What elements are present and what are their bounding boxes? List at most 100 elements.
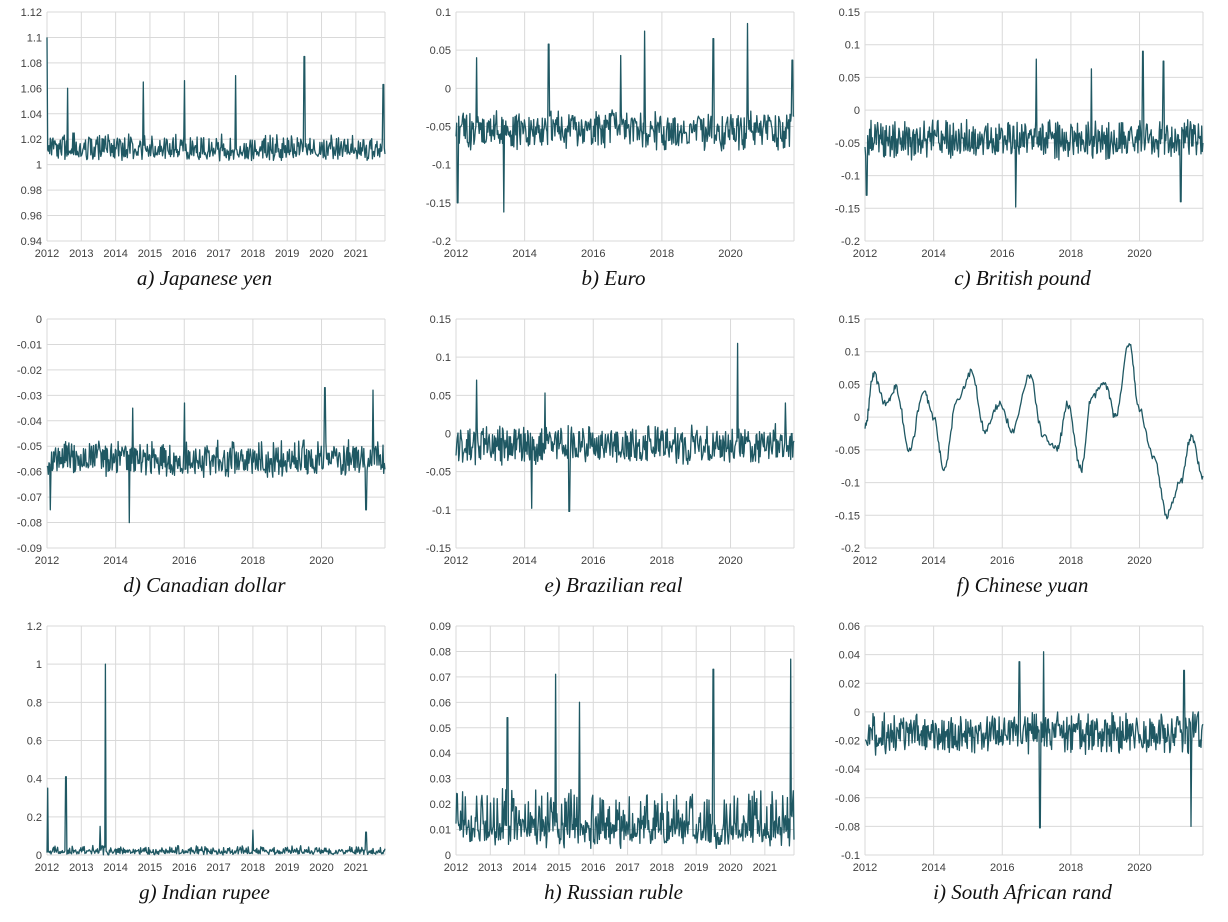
chart-caption: f) Chinese yuan (956, 573, 1089, 597)
chart-caption: a) Japanese yen (136, 266, 273, 290)
x-tick-label: 2019 (275, 248, 299, 260)
y-tick-label: 0.6 (27, 736, 42, 748)
x-tick-label: 2016 (172, 248, 196, 260)
x-tick-label: 2018 (241, 862, 265, 874)
x-tick-label: 2020 (309, 555, 333, 567)
y-tick-label: 0.08 (430, 646, 451, 658)
series-line (46, 663, 386, 856)
x-tick-label: 2016 (581, 555, 605, 567)
y-tick-label: -0.2 (432, 236, 451, 248)
y-tick-label: 0.06 (430, 697, 451, 709)
y-tick-label: 1.12 (21, 7, 42, 19)
y-tick-label: -0.09 (17, 543, 42, 555)
x-tick-label: 2014 (512, 555, 536, 567)
x-tick-label: 2012 (444, 248, 468, 260)
y-tick-label: 1 (36, 160, 42, 172)
x-tick-label: 2012 (35, 862, 59, 874)
y-tick-label: 0.02 (839, 678, 860, 690)
y-tick-label: 0.8 (27, 697, 42, 709)
y-tick-label: 1.02 (21, 134, 42, 146)
y-tick-label: 0.09 (430, 621, 451, 633)
x-tick-label: 2019 (275, 862, 299, 874)
y-tick-label: 0 (445, 429, 451, 441)
series-line (455, 22, 795, 213)
y-tick-label: 1.08 (21, 58, 42, 70)
x-tick-label: 2014 (103, 862, 127, 874)
x-tick-label: 2019 (684, 862, 708, 874)
x-tick-label: 2018 (650, 862, 674, 874)
y-tick-label: -0.05 (835, 445, 860, 457)
x-tick-label: 2017 (206, 862, 230, 874)
x-tick-label: 2018 (1059, 862, 1083, 874)
x-tick-label: 2018 (1059, 248, 1083, 260)
y-tick-label: 0.96 (21, 211, 42, 223)
y-tick-label: 0.1 (845, 347, 860, 359)
y-tick-label: 0.4 (27, 774, 42, 786)
y-tick-label: -0.1 (432, 160, 451, 172)
series-line (455, 658, 795, 850)
y-tick-label: 0.07 (430, 672, 451, 684)
x-tick-label: 2014 (512, 248, 536, 260)
x-tick-label: 2013 (69, 248, 93, 260)
x-tick-label: 2012 (35, 248, 59, 260)
series-line (46, 387, 386, 524)
y-tick-label: 1.2 (27, 621, 42, 633)
x-tick-label: 2021 (344, 248, 368, 260)
chart-panel-canadian-dollar: -0.09 -0.08 -0.07 -0.06 -0.05 -0.04 -0.03 -0.02… (0, 307, 409, 614)
chart-panel-russian-ruble: 0 0.01 0.02 0.03 0.04 0.05 0.06 0.07 0.08 0.09 201… (409, 614, 818, 921)
y-tick-label: 1.06 (21, 83, 42, 95)
y-tick-label: 0.03 (430, 774, 451, 786)
y-tick-label: 0.06 (839, 621, 860, 633)
chart-panel-british-pound: -0.2 -0.15 -0.1 -0.05 0 0.05 0.1 0.15 2012 2014 20… (818, 0, 1227, 307)
x-tick-label: 2016 (581, 248, 605, 260)
chart-svg: 0.94 0.96 0.98 1 1.02 1.04 1.06 1.08 1.1 1.12 2012… (21, 7, 386, 260)
y-tick-label: 1.04 (21, 109, 42, 121)
y-tick-label: -0.05 (835, 138, 860, 150)
chart-caption: h) Russian ruble (544, 880, 683, 904)
chart-caption: b) Euro (581, 266, 646, 290)
chart-panel-indian-rupee: 0 0.2 0.4 0.6 0.8 1 1.2 2012 2013 2014 2015 2016 201… (0, 614, 409, 921)
y-tick-label: 0.05 (839, 72, 860, 84)
chart-svg: -0.09 -0.08 -0.07 -0.06 -0.05 -0.04 -0.03 -0.02… (17, 314, 386, 567)
x-tick-label: 2020 (718, 248, 742, 260)
y-tick-label: 0.98 (21, 185, 42, 197)
y-tick-label: 0.04 (430, 748, 451, 760)
y-tick-label: 0.1 (436, 7, 451, 19)
x-tick-label: 2018 (241, 555, 265, 567)
x-tick-label: 2015 (138, 862, 162, 874)
x-tick-label: 2018 (650, 248, 674, 260)
y-tick-label: 0.15 (839, 7, 860, 19)
y-tick-label: 0 (854, 105, 860, 117)
chart-panel-south-african-rand: -0.1 -0.08 -0.06 -0.04 -0.02 0 0.02 0.04 0.06 201… (818, 614, 1227, 921)
x-tick-label: 2014 (921, 555, 945, 567)
x-tick-label: 2014 (512, 862, 536, 874)
x-tick-label: 2016 (581, 862, 605, 874)
x-tick-label: 2013 (478, 862, 502, 874)
y-tick-label: 0.05 (839, 379, 860, 391)
y-tick-label: -0.07 (17, 492, 42, 504)
y-tick-label: 0.15 (430, 314, 451, 326)
x-tick-label: 2016 (990, 555, 1014, 567)
y-tick-label: 0 (36, 314, 42, 326)
y-tick-label: 0.15 (839, 314, 860, 326)
x-tick-label: 2013 (69, 862, 93, 874)
chart-svg: -0.1 -0.08 -0.06 -0.04 -0.02 0 0.02 0.04 0.06 201… (835, 621, 1204, 874)
y-tick-label: -0.03 (17, 390, 42, 402)
y-tick-label: 0.05 (430, 723, 451, 735)
y-tick-label: -0.2 (841, 543, 860, 555)
y-tick-label: -0.1 (841, 478, 860, 490)
x-tick-label: 2014 (103, 555, 127, 567)
x-tick-label: 2016 (172, 555, 196, 567)
x-tick-label: 2021 (344, 862, 368, 874)
y-tick-label: -0.15 (426, 543, 451, 555)
y-tick-label: -0.04 (835, 764, 860, 776)
y-tick-label: 0.94 (21, 236, 42, 248)
x-tick-label: 2020 (1127, 248, 1151, 260)
x-tick-label: 2014 (921, 862, 945, 874)
y-tick-label: 0 (854, 707, 860, 719)
chart-panel-japanese-yen: 0.94 0.96 0.98 1 1.02 1.04 1.06 1.08 1.1 1.12 2012… (0, 0, 409, 307)
x-tick-label: 2018 (1059, 555, 1083, 567)
x-tick-label: 2014 (921, 248, 945, 260)
chart-caption: g) Indian rupee (139, 880, 270, 904)
y-tick-label: -0.15 (426, 198, 451, 210)
